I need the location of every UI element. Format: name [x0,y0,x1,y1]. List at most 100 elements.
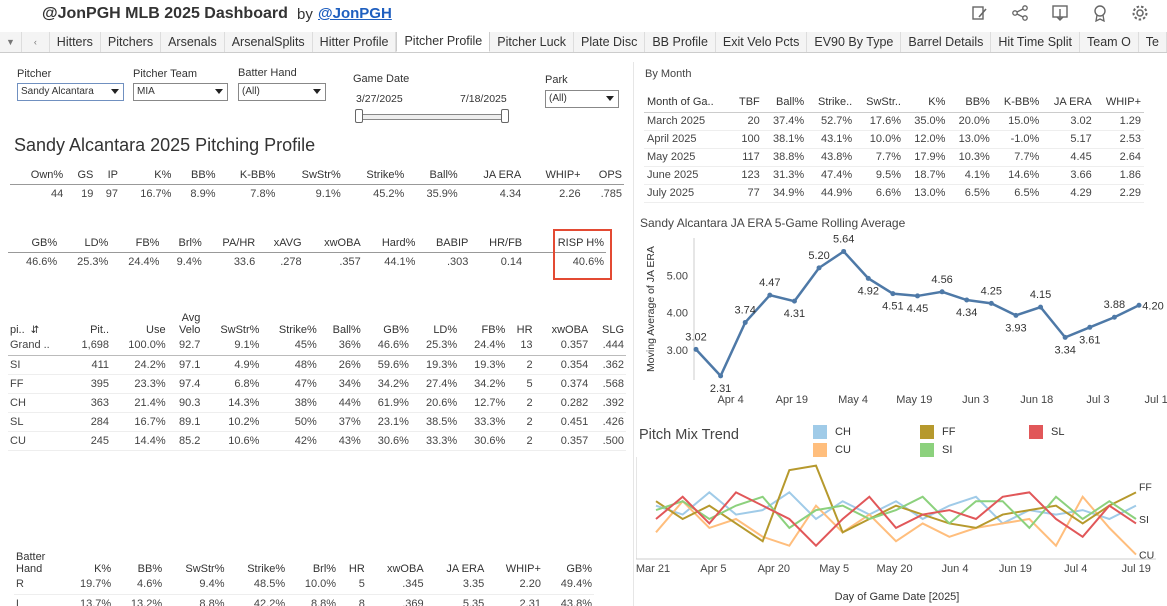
table-row[interactable]: L 13.7% 13.2% 8.8% 42.2% 8.8% 8.369 5.35 2.31 43.… [14,594,594,606]
share-icon[interactable] [1011,4,1029,22]
risp-highlight-box [553,229,612,280]
pitch-mix-title: Pitch Mix Trend [639,427,739,443]
cell-k-bb: 7.7% [992,148,1043,167]
table-row[interactable]: SL 284 16.7% 89.1 10.2% 50% 37% 23.1% 38.5% 33.3%… [8,412,626,432]
cell-xwoba: 0.282 [534,393,591,413]
legend-ff[interactable]: FF [920,425,955,439]
pitcher-select[interactable]: Sandy Alcantara [17,83,124,101]
legend-label-si: SI [942,444,953,456]
table-row[interactable]: FF 395 23.3% 97.4 6.8% 47% 34% 34.2% 27.4% 34.2% 5… [8,374,626,394]
tab-bb-profile[interactable]: BB Profile [645,32,716,52]
row-label: SI [8,355,68,375]
cell-whip: 1.29 [1094,112,1144,131]
tab-barrel-details[interactable]: Barrel Details [901,32,992,52]
table-row[interactable]: April 2025 100 38.1% 43.1% 10.0% 12.0% 13.0% -1… [644,130,1144,149]
era-point [939,289,945,295]
batter-hand-select[interactable]: (All) [238,83,326,101]
table-row[interactable]: SI 411 24.2% 97.1 4.9% 48% 26% 59.6% 19.3% 19.3% 2… [8,355,626,375]
table-row[interactable]: May 2025 117 38.8% 43.8% 7.7% 17.9% 10.3% 7.7% 4… [644,148,1144,167]
top-bar: @JonPGH MLB 2025 Dashboard by @JonPGH [0,0,1167,32]
cell-ball: 34% [318,374,363,394]
legend-label-cu: CU [835,444,851,456]
tab-pitcher-profile[interactable]: Pitcher Profile [396,32,491,52]
cell-k-bb: 14.6% [992,166,1043,185]
cell-k: 12.0% [903,130,949,149]
stat-value-strike: 45.2% [373,187,405,200]
date-range-slider[interactable] [358,114,508,120]
col-header-strike: Strike.. [807,92,856,113]
table-row[interactable]: CH 363 21.4% 90.3 14.3% 38% 44% 61.9% 20.6% 12.7%… [8,393,626,413]
panel-divider [633,62,634,606]
cell-brl: 8.8% [287,594,339,606]
tab-pitcher-luck[interactable]: Pitcher Luck [490,32,575,52]
tab-prev-icon[interactable]: ‹ [22,32,50,52]
tab-arsenal-splits[interactable]: ArsenalSplits [224,32,313,52]
table-row[interactable]: July 2025 77 34.9% 44.9% 6.6% 13.0% 6.5% 6.5% 4.… [644,184,1144,203]
tab-hitters[interactable]: Hitters [49,32,101,52]
edit-icon[interactable] [971,4,989,22]
cell-gb: 34.2% [362,374,411,394]
tab-ev90-by-type[interactable]: EV90 By Type [807,32,902,52]
era-chart-title: Sandy Alcantara JA ERA 5-Game Rolling Av… [640,216,906,230]
row-label: R [14,575,63,595]
park-select[interactable]: (All) [545,90,619,108]
cell-hr: 8 [338,594,367,606]
dashboard-title: @JonPGH MLB 2025 Dashboard [42,5,288,22]
download-icon[interactable] [1051,4,1069,22]
end-label-si: SI [1139,514,1149,526]
summary-2-value-row: 46.6% 25.3% 24.4% 9.4% 33.6 .278 .357 44.1% .303… [8,252,606,271]
table-row[interactable]: CU 245 14.4% 85.2 10.6% 42% 43% 30.6% 33.3% 30.6%… [8,431,626,451]
col-header-pitch-type[interactable]: pi.. ⇵ [8,306,68,336]
col-header-strike: Strike% [247,563,286,575]
tab-team-o[interactable]: Team O [1080,32,1139,52]
table-row[interactable]: Grand .. 1,698 100.0% 92.7 9.1% 45% 36% 46.6% 25… [8,336,626,356]
cell-whip: 2.31 [486,594,543,606]
tab-te[interactable]: Te [1138,32,1167,52]
cell-ball: 43% [318,431,363,451]
tab-hitter-profile[interactable]: Hitter Profile [312,32,397,52]
award-icon[interactable] [1091,4,1109,22]
legend-cu[interactable]: CU [813,443,851,457]
cell-tbf: 77 [730,184,763,203]
cell-hr: 2 [507,412,535,432]
date-slider-start-handle[interactable] [355,109,363,123]
cell-ball: 37.4% [762,112,808,131]
cell-brl: 10.0% [287,575,339,595]
cell-strike: 48.5% [226,575,288,595]
x-tick-label: Jul 3 [1086,394,1109,406]
col-header-k: K% [94,563,112,575]
table-row[interactable]: R 19.7% 4.6% 9.4% 48.5% 10.0% 5.345 3.35 2.20 49.… [14,575,594,595]
tab-plate-disc[interactable]: Plate Disc [574,32,646,52]
cell-gb: 61.9% [362,393,411,413]
cell-xwoba: .369 [366,594,426,606]
cell-fb: 30.6% [459,431,508,451]
cell-hr: 5 [507,374,535,394]
cell-use: 24.2% [111,355,168,375]
cell-gb: 59.6% [362,355,411,375]
gear-icon[interactable] [1131,4,1149,22]
sort-icon[interactable]: ⇵ [30,325,40,336]
cell-swstr: 9.5% [855,166,904,185]
col-header-k-bb: K-BB% [992,92,1043,113]
batter-hand-filter-label: Batter Hand [238,67,297,79]
legend-ch[interactable]: CH [813,425,851,439]
tab-pitchers[interactable]: Pitchers [100,32,162,52]
col-header-xwoba: xwOBA [386,563,424,575]
x-axis-label: Day of Game Date [2025] [835,591,960,603]
tab-hit-time-split[interactable]: Hit Time Split [991,32,1081,52]
table-row[interactable]: June 2025 123 31.3% 47.4% 9.5% 18.7% 4.1% 14.6%… [644,166,1144,185]
author-link[interactable]: @JonPGH [318,5,392,22]
table-row[interactable]: March 2025 20 37.4% 52.7% 17.6% 35.0% 20.0% 15.… [644,112,1144,131]
tab-arsenals[interactable]: Arsenals [161,32,225,52]
team-select[interactable]: MIA [133,83,228,101]
chevron-down-icon [313,89,321,94]
tab-exit-velo-pcts[interactable]: Exit Velo Pcts [715,32,808,52]
tab-menu-caret-icon[interactable]: ▼ [0,32,22,52]
stat-value-bb: 8.9% [190,187,216,200]
x-tick-label: Jun 18 [1020,394,1053,406]
legend-sl[interactable]: SL [1029,425,1064,439]
cell-whip: 2.64 [1094,148,1144,167]
legend-si[interactable]: SI [920,443,952,457]
stat-value-xavg: .278 [280,255,302,268]
date-slider-end-handle[interactable] [501,109,509,123]
